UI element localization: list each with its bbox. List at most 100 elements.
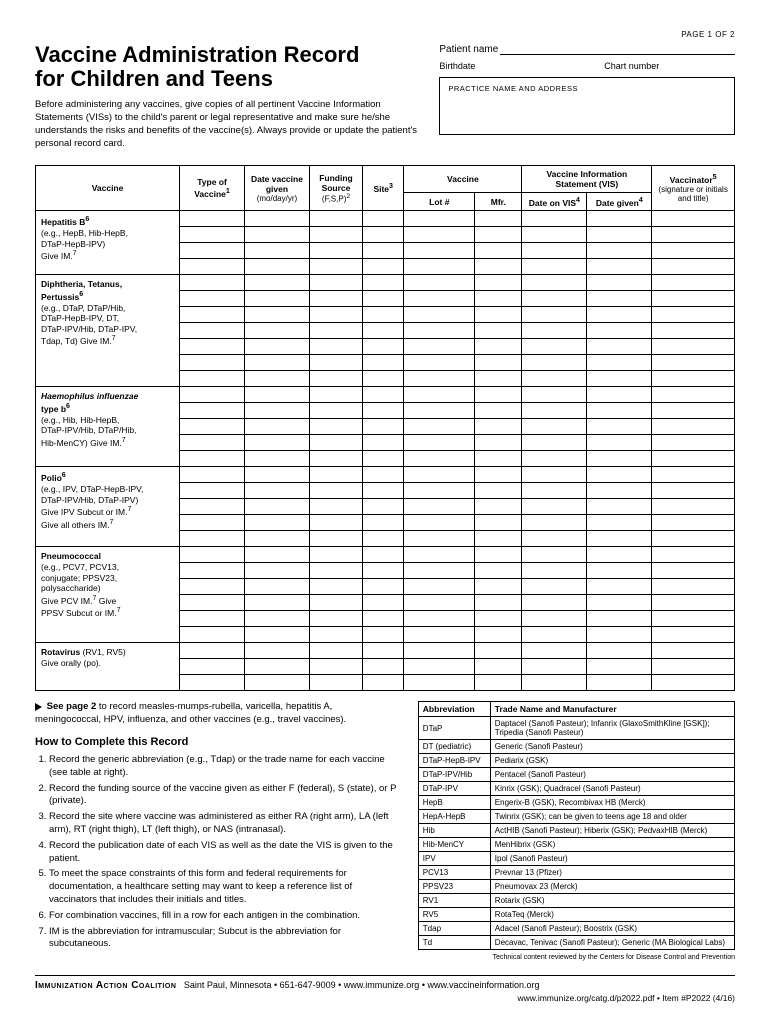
input-cell[interactable] [180, 547, 245, 563]
input-cell[interactable] [404, 659, 475, 675]
input-cell[interactable] [244, 579, 309, 595]
input-cell[interactable] [309, 323, 362, 339]
input-cell[interactable] [522, 355, 587, 371]
input-cell[interactable] [363, 547, 404, 563]
input-cell[interactable] [522, 547, 587, 563]
input-cell[interactable] [475, 563, 522, 579]
input-cell[interactable] [522, 451, 587, 467]
input-cell[interactable] [475, 595, 522, 611]
input-cell[interactable] [475, 451, 522, 467]
input-cell[interactable] [404, 627, 475, 643]
input-cell[interactable] [180, 323, 245, 339]
input-cell[interactable] [475, 643, 522, 659]
input-cell[interactable] [587, 611, 652, 627]
input-cell[interactable] [180, 579, 245, 595]
input-cell[interactable] [522, 291, 587, 307]
input-cell[interactable] [587, 435, 652, 451]
input-cell[interactable] [652, 435, 735, 451]
input-cell[interactable] [522, 627, 587, 643]
input-cell[interactable] [363, 307, 404, 323]
input-cell[interactable] [363, 275, 404, 291]
input-cell[interactable] [244, 259, 309, 275]
input-cell[interactable] [587, 659, 652, 675]
input-cell[interactable] [404, 595, 475, 611]
input-cell[interactable] [363, 259, 404, 275]
input-cell[interactable] [475, 659, 522, 675]
input-cell[interactable] [522, 323, 587, 339]
input-cell[interactable] [652, 355, 735, 371]
input-cell[interactable] [652, 323, 735, 339]
input-cell[interactable] [522, 579, 587, 595]
input-cell[interactable] [363, 243, 404, 259]
input-cell[interactable] [180, 291, 245, 307]
input-cell[interactable] [244, 243, 309, 259]
input-cell[interactable] [652, 643, 735, 659]
input-cell[interactable] [475, 499, 522, 515]
input-cell[interactable] [404, 291, 475, 307]
input-cell[interactable] [180, 467, 245, 483]
input-cell[interactable] [404, 483, 475, 499]
input-cell[interactable] [363, 451, 404, 467]
input-cell[interactable] [587, 563, 652, 579]
input-cell[interactable] [404, 211, 475, 227]
input-cell[interactable] [522, 483, 587, 499]
input-cell[interactable] [309, 403, 362, 419]
input-cell[interactable] [309, 259, 362, 275]
input-cell[interactable] [652, 595, 735, 611]
input-cell[interactable] [363, 499, 404, 515]
input-cell[interactable] [180, 275, 245, 291]
input-cell[interactable] [244, 499, 309, 515]
input-cell[interactable] [309, 291, 362, 307]
input-cell[interactable] [652, 227, 735, 243]
input-cell[interactable] [404, 579, 475, 595]
input-cell[interactable] [652, 403, 735, 419]
input-cell[interactable] [244, 339, 309, 355]
input-cell[interactable] [475, 211, 522, 227]
input-cell[interactable] [309, 387, 362, 403]
input-cell[interactable] [309, 611, 362, 627]
input-cell[interactable] [522, 611, 587, 627]
input-cell[interactable] [587, 467, 652, 483]
input-cell[interactable] [363, 579, 404, 595]
input-cell[interactable] [587, 547, 652, 563]
input-cell[interactable] [309, 499, 362, 515]
input-cell[interactable] [363, 323, 404, 339]
input-cell[interactable] [522, 275, 587, 291]
input-cell[interactable] [522, 387, 587, 403]
input-cell[interactable] [652, 483, 735, 499]
input-cell[interactable] [363, 371, 404, 387]
input-cell[interactable] [180, 531, 245, 547]
input-cell[interactable] [522, 563, 587, 579]
input-cell[interactable] [587, 355, 652, 371]
input-cell[interactable] [475, 339, 522, 355]
input-cell[interactable] [522, 499, 587, 515]
input-cell[interactable] [404, 259, 475, 275]
input-cell[interactable] [363, 355, 404, 371]
input-cell[interactable] [652, 547, 735, 563]
input-cell[interactable] [309, 547, 362, 563]
input-cell[interactable] [652, 339, 735, 355]
input-cell[interactable] [522, 435, 587, 451]
table-row[interactable]: Haemophilus influenzaetype b6(e.g., Hib,… [36, 387, 735, 403]
input-cell[interactable] [180, 371, 245, 387]
input-cell[interactable] [309, 659, 362, 675]
input-cell[interactable] [309, 579, 362, 595]
input-cell[interactable] [587, 483, 652, 499]
input-cell[interactable] [363, 531, 404, 547]
input-cell[interactable] [180, 499, 245, 515]
input-cell[interactable] [522, 467, 587, 483]
input-cell[interactable] [475, 547, 522, 563]
input-cell[interactable] [587, 451, 652, 467]
input-cell[interactable] [522, 243, 587, 259]
input-cell[interactable] [180, 387, 245, 403]
input-cell[interactable] [475, 611, 522, 627]
input-cell[interactable] [363, 515, 404, 531]
input-cell[interactable] [404, 275, 475, 291]
input-cell[interactable] [309, 643, 362, 659]
input-cell[interactable] [652, 515, 735, 531]
input-cell[interactable] [652, 675, 735, 691]
input-cell[interactable] [475, 531, 522, 547]
input-cell[interactable] [404, 515, 475, 531]
input-cell[interactable] [180, 307, 245, 323]
input-cell[interactable] [652, 211, 735, 227]
